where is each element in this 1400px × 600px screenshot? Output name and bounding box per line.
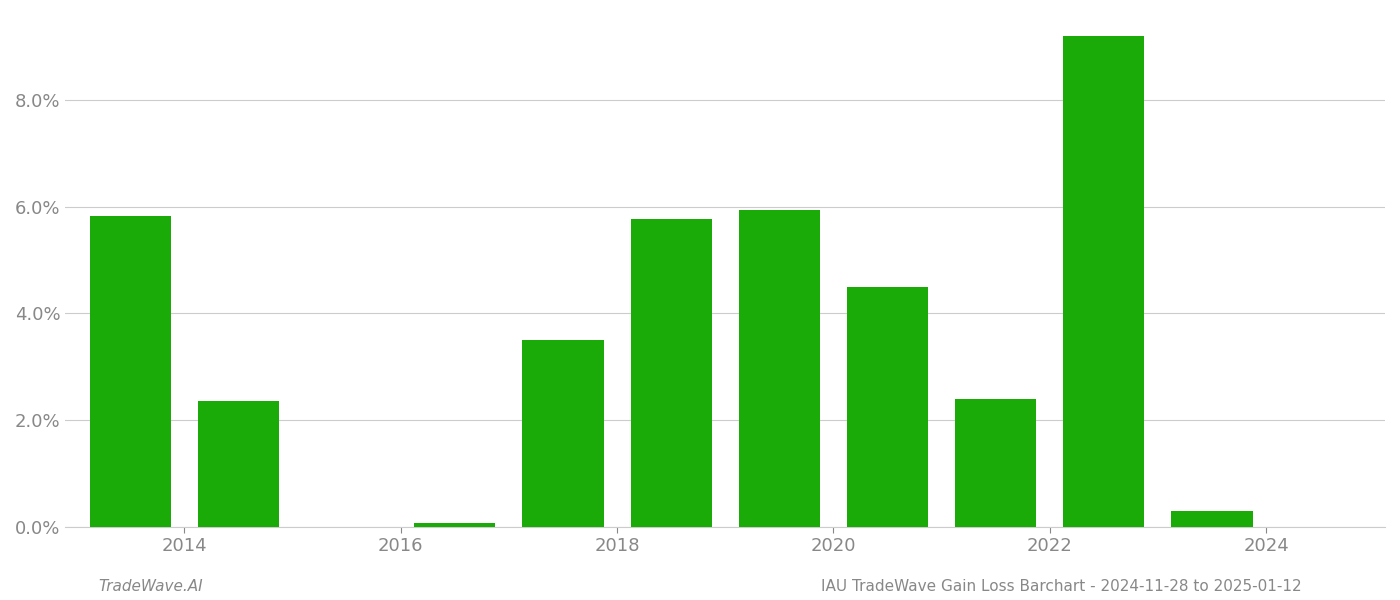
Bar	[197, 401, 279, 527]
Bar	[414, 523, 496, 527]
Bar	[522, 340, 603, 527]
Text: TradeWave.AI: TradeWave.AI	[98, 579, 203, 594]
Bar	[955, 398, 1036, 527]
Bar	[90, 216, 171, 527]
Bar	[1172, 511, 1253, 527]
Text: IAU TradeWave Gain Loss Barchart - 2024-11-28 to 2025-01-12: IAU TradeWave Gain Loss Barchart - 2024-…	[822, 579, 1302, 594]
Bar	[739, 209, 820, 527]
Bar	[847, 287, 928, 527]
Bar	[630, 218, 711, 527]
Bar	[1063, 37, 1144, 527]
